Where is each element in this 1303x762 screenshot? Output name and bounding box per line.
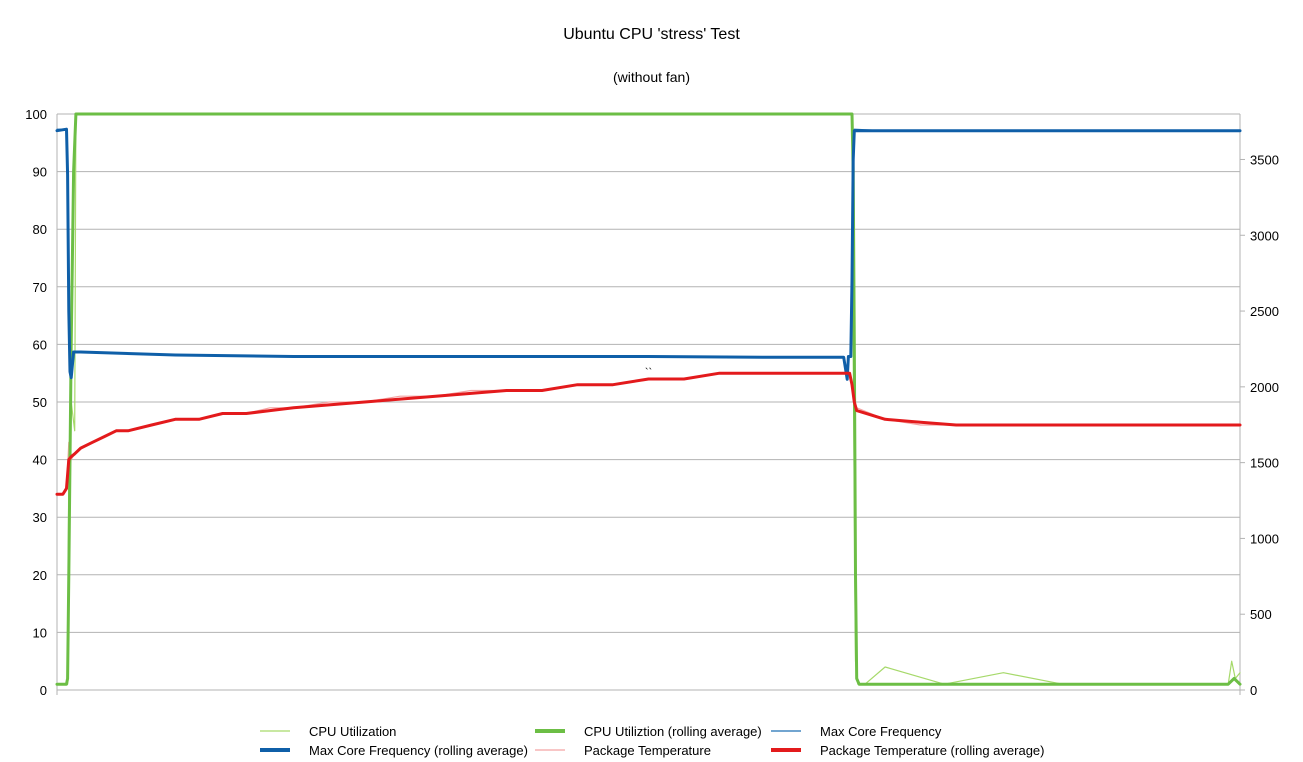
y-left-tick-label: 70 xyxy=(33,280,47,295)
y-left-tick-label: 0 xyxy=(40,683,47,698)
chart-subtitle: (without fan) xyxy=(612,69,691,85)
legend-label: CPU Utiliztion (rolling average) xyxy=(584,724,762,739)
y-left-tick-label: 100 xyxy=(25,107,47,122)
y-right-tick-label: 0 xyxy=(1250,683,1257,698)
y-left-tick-label: 90 xyxy=(33,165,47,180)
y-right-tick-label: 3000 xyxy=(1250,228,1279,243)
y-right-tick-label: 1500 xyxy=(1250,456,1279,471)
y-left-tick-label: 10 xyxy=(33,625,47,640)
y-right-tick-label: 2500 xyxy=(1250,304,1279,319)
series-line-4 xyxy=(56,372,1241,495)
y-right-tick-label: 3500 xyxy=(1250,152,1279,167)
y-left-tick-label: 60 xyxy=(33,337,47,352)
series-line-5 xyxy=(55,371,1242,496)
y-right-tick-label: 500 xyxy=(1250,607,1272,622)
legend-label: Package Temperature (rolling average) xyxy=(820,743,1045,758)
y-left-tick-label: 20 xyxy=(33,568,47,583)
legend-label: Max Core Frequency xyxy=(820,724,942,739)
legend-label: Max Core Frequency (rolling average) xyxy=(309,743,528,758)
y-left-tick-label: 80 xyxy=(33,222,47,237)
legend-label: Package Temperature xyxy=(584,743,711,758)
chart-title: Ubuntu CPU 'stress' Test xyxy=(563,26,740,43)
y-left-tick-label: 40 xyxy=(33,453,47,468)
annotation-label: `` xyxy=(645,367,652,379)
y-left-tick-label: 50 xyxy=(33,395,47,410)
legend-label: CPU Utilization xyxy=(309,724,396,739)
series-line-2 xyxy=(56,128,1241,380)
series-line-1 xyxy=(55,112,1242,686)
y-right-tick-label: 2000 xyxy=(1250,380,1279,395)
series-line-0 xyxy=(56,113,1241,685)
y-right-tick-label: 1000 xyxy=(1250,531,1279,546)
series-line-3 xyxy=(55,127,1242,381)
y-left-tick-label: 30 xyxy=(33,510,47,525)
